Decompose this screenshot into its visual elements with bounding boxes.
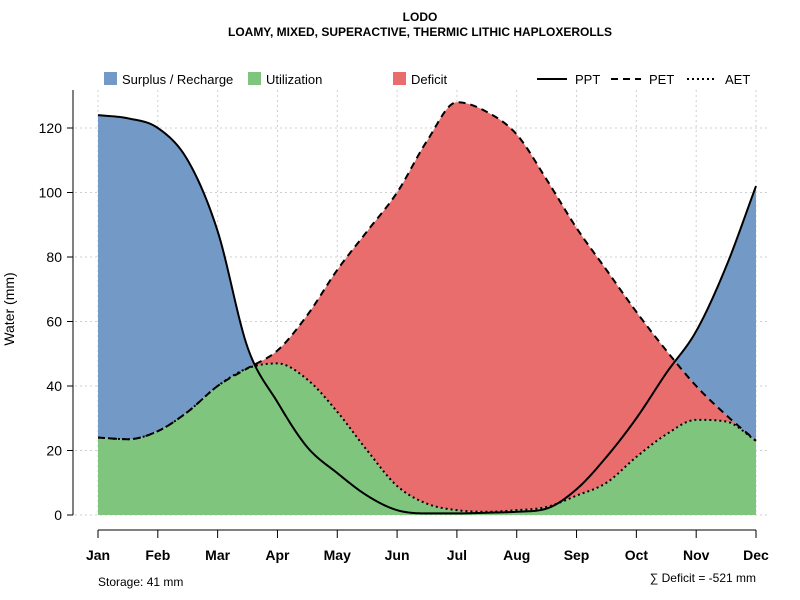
legend-label: PPT: [575, 72, 600, 87]
x-tick-label: Feb: [145, 547, 170, 563]
legend-swatch: [393, 72, 406, 85]
x-tick-label: Apr: [265, 547, 290, 563]
legend-label: AET: [725, 72, 750, 87]
chart-subtitle: LOAMY, MIXED, SUPERACTIVE, THERMIC LITHI…: [228, 25, 612, 39]
x-tick-label: Jan: [86, 547, 110, 563]
series-lines: [97, 101, 757, 515]
storage-annotation: Storage: 41 mm: [98, 575, 183, 589]
x-tick-label: Aug: [503, 547, 530, 563]
legend: Surplus / Recharge Utilization Deficit PPT P…: [104, 72, 750, 87]
x-tick-label: Nov: [683, 547, 710, 563]
utilization-area: [98, 363, 756, 515]
x-tick-label: Dec: [743, 547, 769, 563]
fill-areas: [98, 102, 756, 515]
legend-label: Utilization: [266, 72, 322, 87]
legend-label: Deficit: [411, 72, 448, 87]
ppt-line: [97, 114, 757, 515]
y-tick-label: 40: [46, 378, 62, 394]
y-tick-label: 60: [46, 314, 62, 330]
legend-label: PET: [649, 72, 674, 87]
pet-line: [97, 101, 757, 442]
axes: 0 20 40 60 80 100 120 Jan Feb Mar Apr May Jun Jul Aug S…: [39, 90, 769, 563]
y-tick-label: 0: [54, 507, 62, 523]
x-tick-label: Oct: [625, 547, 649, 563]
legend-label: Surplus / Recharge: [122, 72, 233, 87]
legend-swatch: [248, 72, 261, 85]
y-tick-label: 20: [46, 443, 62, 459]
y-tick-label: 120: [39, 120, 63, 136]
surplus-area: [98, 102, 756, 441]
y-axis-label: Water (mm): [1, 272, 17, 345]
x-tick-label: Jul: [447, 547, 467, 563]
x-tick-label: Mar: [205, 547, 230, 563]
y-tick-label: 80: [46, 249, 62, 265]
legend-swatch: [104, 72, 117, 85]
x-tick-label: May: [324, 547, 351, 563]
deficit-area: [98, 102, 756, 512]
y-tick-label: 100: [39, 185, 63, 201]
x-tick-label: Sep: [564, 547, 590, 563]
chart-title: LODO: [403, 10, 438, 24]
aet-line: [97, 362, 757, 513]
deficit-annotation: ∑ Deficit = -521 mm: [650, 571, 756, 585]
x-tick-label: Jun: [385, 547, 410, 563]
